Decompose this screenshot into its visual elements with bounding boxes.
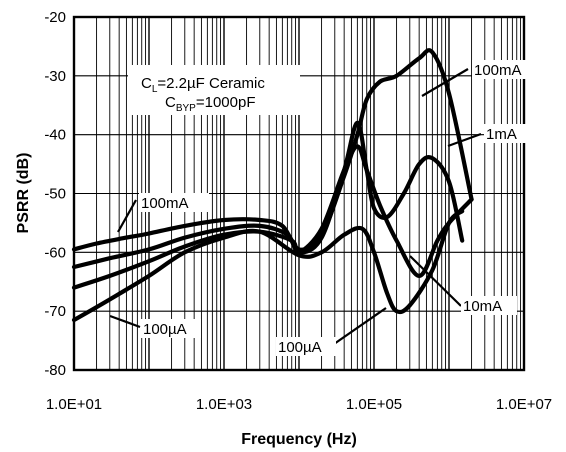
y-tick-label: -20	[44, 9, 66, 26]
series-layer	[71, 48, 474, 323]
annotation-10ma: 10mA	[463, 298, 502, 315]
conditions-note-background	[128, 65, 300, 115]
y-tick-label: -70	[44, 303, 66, 320]
y-tick-label: -60	[44, 244, 66, 261]
annotation-bg-100ma-right	[472, 60, 542, 79]
y-tick-label: -30	[44, 68, 66, 85]
leader-line	[409, 255, 462, 307]
annotation-1ma: 1mA	[486, 126, 517, 143]
leader-line	[447, 132, 482, 148]
cl-condition: CL=2.2µF Ceramic	[141, 75, 265, 95]
series-line-2	[71, 144, 474, 290]
annotation-100ua-bottom: 100µA	[278, 339, 322, 356]
series-line-3	[71, 209, 465, 323]
annotation-bg-10ma	[461, 296, 517, 315]
x-axis-title: Frequency (Hz)	[241, 431, 357, 448]
annotation-100ua-left: 100µA	[143, 321, 187, 338]
annotation-bg-100ua-left	[141, 319, 201, 338]
y-axis-title: PSRR (dB)	[15, 153, 32, 234]
annotation-100ma-left: 100mA	[141, 195, 189, 212]
y-tick-label: -80	[44, 362, 66, 379]
x-tick-label: 1.0E+05	[346, 396, 402, 413]
label-leader-lines	[109, 68, 482, 345]
leader-line	[109, 314, 141, 329]
leader-line	[117, 199, 137, 233]
tick-labels: -20 -30 -40 -50 -60 -70 -80 1.0E+01 1.0E+03 1.0E+…	[44, 9, 552, 413]
y-tick-label: -50	[44, 186, 66, 203]
annotation-bg-100ma-left	[139, 193, 209, 212]
conditions-note: CL=2.2µF Ceramic CBYP=1000pF	[128, 65, 300, 115]
annotation-100ma-right: 100mA	[474, 62, 522, 79]
annotation-bg-100ua-bottom	[276, 337, 336, 356]
x-tick-label: 1.0E+07	[496, 396, 552, 413]
x-tick-label: 1.0E+03	[196, 396, 252, 413]
leader-line	[333, 307, 387, 345]
leader-line	[421, 68, 469, 97]
y-tick-label: -40	[44, 127, 66, 144]
annotation-bg-1ma	[484, 124, 528, 143]
plot-frame	[72, 15, 526, 372]
cbyp-condition: CBYP=1000pF	[165, 94, 256, 114]
series-annotations: 100mA 1mA 10mA 100mA 100µA 100µA	[139, 60, 542, 356]
x-tick-label: 1.0E+01	[46, 396, 102, 413]
